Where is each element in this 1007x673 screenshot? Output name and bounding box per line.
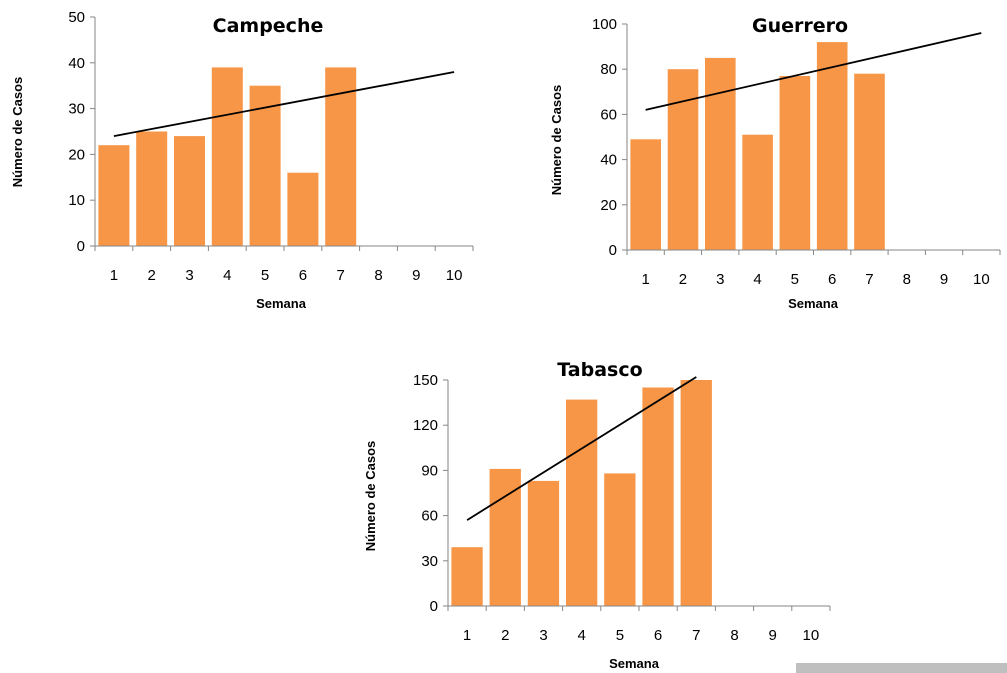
x-tick-label: 8 [374, 267, 382, 284]
y-tick-label: 0 [609, 242, 617, 259]
y-tick-label: 20 [600, 197, 617, 214]
bar-6 [642, 387, 674, 606]
y-tick-label: 150 [413, 372, 438, 389]
bar-7 [325, 67, 357, 247]
chart-title: Tabasco [557, 359, 642, 381]
trendline [645, 32, 982, 111]
trendline [113, 71, 455, 137]
bar-1 [451, 547, 483, 606]
bar-3 [174, 136, 205, 246]
chart-title: Campeche [213, 15, 324, 37]
x-tick-label: 3 [716, 271, 724, 288]
x-axis-label: Semana [256, 296, 307, 311]
x-tick-label: 3 [185, 267, 193, 284]
bar-5 [249, 85, 281, 246]
bar-1 [98, 145, 130, 246]
x-tick-label: 2 [501, 627, 509, 644]
x-tick-label: 8 [730, 627, 738, 644]
chart-title: Guerrero [752, 15, 848, 37]
bar-4 [742, 134, 773, 250]
y-tick-label: 50 [68, 9, 85, 26]
chart-marks: 0 30 60 90 120 150 1 2 3 4 5 6 7 8 9 10 [413, 372, 831, 644]
bar-4 [566, 399, 598, 606]
bar-6 [816, 42, 848, 250]
y-axis-label: Número de Casos [363, 441, 378, 552]
y-tick-label: 10 [68, 192, 85, 209]
y-tick-label: 60 [600, 106, 617, 123]
corner-gray-bar [796, 663, 1007, 673]
bar-2 [667, 69, 699, 250]
x-tick-label: 10 [803, 627, 820, 644]
chart-guerrero: Guerrero Semana Número de Casos 0 20 40 60 8… [549, 15, 1001, 311]
x-tick-label: 1 [641, 271, 649, 288]
y-tick-label: 100 [592, 16, 617, 33]
bar-5 [604, 473, 636, 606]
x-tick-label: 10 [446, 267, 463, 284]
bar-1 [630, 139, 661, 250]
x-tick-label: 5 [616, 627, 624, 644]
bar-2 [489, 468, 521, 606]
chart-tabasco: Tabasco Semana Número de Casos 030609012… [363, 359, 831, 671]
x-axis-label: Semana [788, 296, 839, 311]
y-tick-label: 80 [600, 61, 617, 78]
x-tick-label: 5 [791, 271, 799, 288]
y-tick-label: 90 [421, 462, 438, 479]
y-tick-label: 30 [421, 553, 438, 570]
bar-7 [854, 73, 885, 250]
y-tick-label: 30 [68, 101, 85, 118]
x-tick-label: 2 [148, 267, 156, 284]
bar-2 [136, 131, 168, 246]
x-tick-label: 9 [412, 267, 420, 284]
y-tick-label: 0 [77, 238, 85, 255]
x-tick-label: 8 [903, 271, 911, 288]
x-tick-label: 1 [463, 627, 471, 644]
bar-5 [779, 76, 811, 250]
y-tick-label: 40 [600, 152, 617, 169]
x-tick-label: 6 [299, 267, 307, 284]
x-tick-label: 7 [692, 627, 700, 644]
x-tick-label: 10 [973, 271, 990, 288]
x-tick-label: 9 [769, 627, 777, 644]
bar-6 [287, 172, 319, 246]
x-tick-label: 4 [223, 267, 231, 284]
x-axis-label: Semana [609, 656, 660, 671]
x-tick-label: 6 [828, 271, 836, 288]
x-tick-label: 4 [753, 271, 761, 288]
y-axis-label: Número de Casos [10, 77, 25, 188]
x-tick-label: 6 [654, 627, 662, 644]
x-tick-label: 9 [940, 271, 948, 288]
bar-3 [705, 57, 736, 251]
chart-marks: 0 10 20 30 40 50 1 2 3 4 5 6 7 8 9 10 [68, 9, 474, 284]
x-tick-label: 7 [337, 267, 345, 284]
bar-3 [527, 480, 560, 606]
y-tick-label: 20 [68, 146, 85, 163]
bar-7 [680, 380, 712, 606]
x-tick-label: 7 [865, 271, 873, 288]
x-tick-label: 3 [539, 627, 547, 644]
y-axis-label: Número de Casos [549, 85, 564, 196]
y-tick-label: 40 [68, 55, 85, 72]
x-tick-label: 5 [261, 267, 269, 284]
y-tick-label: 120 [413, 417, 438, 434]
chart-campeche: Campeche Semana Número de Casos 0 10 20 30 4… [10, 9, 474, 311]
x-tick-label: 2 [679, 271, 687, 288]
y-tick-label: 0 [430, 598, 438, 615]
trendline [466, 376, 697, 521]
x-tick-label: 1 [110, 267, 118, 284]
chart-marks: 0 20 40 60 80 100 1 2 3 4 5 6 7 8 9 10 [592, 16, 1001, 288]
x-tick-label: 4 [578, 627, 586, 644]
y-tick-label: 60 [421, 508, 438, 525]
bar-4 [211, 67, 243, 247]
